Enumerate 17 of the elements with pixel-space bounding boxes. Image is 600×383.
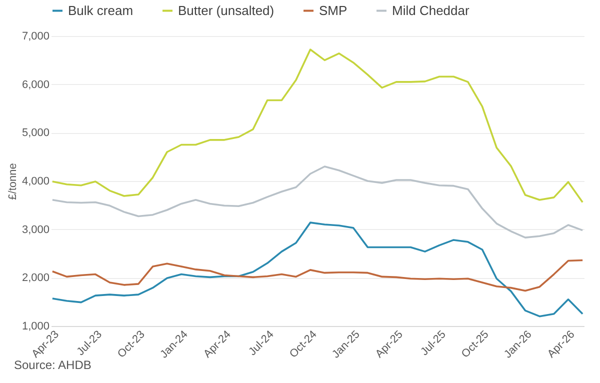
y-tick-label: 6,000 (22, 78, 50, 91)
line-series (52, 259, 584, 292)
y-tick-label: 5,000 (22, 127, 50, 140)
line-series (52, 48, 584, 204)
line-series (52, 222, 584, 318)
y-tick-label: 2,000 (22, 272, 50, 284)
y-tick-label: 7,000 (22, 30, 50, 42)
line-series (52, 166, 584, 238)
source-note: Source: AHDB (14, 358, 92, 372)
y-tick-label: 4,000 (22, 176, 50, 188)
legend-label: Butter (unsalted) (178, 2, 274, 18)
legend-label: Mild Cheddar (392, 2, 470, 18)
y-tick-label: 3,000 (22, 224, 50, 236)
legend-label: Bulk cream (68, 2, 134, 18)
y-tick-label: 1,000 (22, 320, 50, 332)
y-axis-title: £/tonne (6, 163, 19, 200)
legend-label: SMP (319, 2, 348, 18)
